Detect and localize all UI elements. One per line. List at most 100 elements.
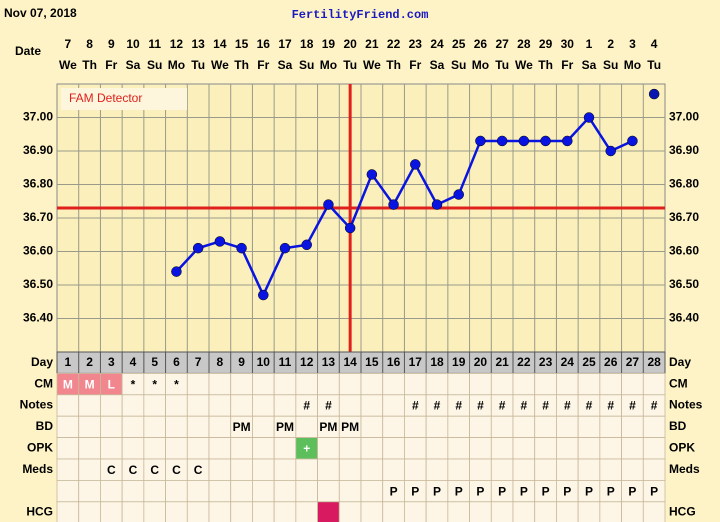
day-number: 20	[474, 355, 488, 369]
cell	[621, 372, 644, 396]
cell	[621, 415, 644, 439]
cell	[208, 479, 232, 503]
row-label-right: OPK	[669, 440, 695, 454]
cell	[512, 437, 536, 460]
cell	[599, 372, 622, 396]
annotation-box	[61, 88, 187, 110]
cell	[382, 394, 405, 417]
cell	[556, 415, 579, 439]
temp-point	[605, 145, 616, 157]
cell	[56, 394, 80, 417]
weekday-label: Mo	[320, 58, 337, 72]
cell	[404, 415, 427, 439]
cell-text: PM	[276, 420, 294, 434]
cell	[56, 458, 80, 481]
cell	[425, 501, 449, 522]
cell	[556, 458, 579, 481]
cell	[338, 458, 362, 481]
cell	[490, 501, 514, 522]
cell	[165, 394, 188, 417]
date-label: 15	[235, 37, 249, 51]
cell	[404, 437, 427, 460]
cell-text: C	[129, 463, 138, 477]
cell	[143, 479, 166, 503]
cell-text: P	[411, 484, 419, 498]
cell	[512, 415, 536, 439]
cell	[121, 415, 145, 439]
day-number: 27	[626, 355, 640, 369]
cell	[78, 458, 101, 481]
cell	[447, 458, 470, 481]
cell	[186, 501, 210, 522]
cell	[577, 415, 601, 439]
cell-text: #	[521, 399, 528, 413]
cell-text: #	[651, 399, 658, 413]
cell	[317, 372, 340, 396]
cell-text: #	[477, 399, 484, 413]
cell	[208, 437, 232, 460]
day-number: 10	[257, 355, 271, 369]
cell	[360, 372, 384, 396]
weekday-label: Fr	[257, 58, 269, 72]
cell	[490, 372, 514, 396]
day-number: 23	[539, 355, 553, 369]
cell	[621, 458, 644, 481]
cell	[338, 479, 362, 503]
cell	[143, 394, 166, 417]
weekday-label: Sa	[430, 58, 445, 72]
cell	[490, 415, 514, 439]
row-label: Meds	[22, 462, 53, 476]
day-number: 21	[495, 355, 509, 369]
weekday-label: Su	[451, 58, 466, 72]
cell	[273, 437, 297, 460]
cell	[186, 437, 210, 460]
temp-point	[540, 135, 551, 147]
y-tick-label: 36.70	[23, 210, 53, 224]
date-axis-label: Date	[15, 44, 41, 58]
cell	[599, 415, 622, 439]
cell	[404, 501, 427, 522]
cell	[556, 501, 579, 522]
cell	[534, 372, 557, 396]
cell	[425, 458, 449, 481]
row-label: BD	[36, 419, 54, 433]
weekday-label: Tu	[191, 58, 205, 72]
cell-text: PM	[233, 420, 251, 434]
cell	[100, 415, 123, 439]
date-label: 16	[257, 37, 271, 51]
date-label: 1	[586, 37, 593, 51]
y-tick-label-right: 36.60	[669, 244, 699, 258]
date-label: 27	[495, 37, 509, 51]
date-label: 25	[452, 37, 466, 51]
day-number: 9	[238, 355, 245, 369]
temp-point	[236, 242, 247, 254]
date-label: 2	[607, 37, 614, 51]
cell	[295, 479, 318, 503]
row-label-right: Meds	[669, 462, 700, 476]
temp-point	[258, 289, 269, 301]
day-number: 11	[279, 355, 292, 369]
cell-text: M	[63, 377, 73, 391]
cell	[100, 479, 123, 503]
cell	[382, 372, 405, 396]
day-number: 17	[409, 355, 423, 369]
day-number: 19	[452, 355, 466, 369]
row-label-right: CM	[669, 376, 688, 390]
cell	[512, 458, 536, 481]
cell	[642, 458, 666, 481]
cell	[100, 394, 123, 417]
y-tick-label-right: 36.70	[669, 210, 699, 224]
cell	[621, 501, 644, 522]
cell	[208, 394, 232, 417]
cell	[165, 437, 188, 460]
day-number: 5	[151, 355, 158, 369]
temp-point	[410, 159, 421, 170]
y-tick-label: 36.40	[23, 311, 53, 325]
cell	[165, 501, 188, 522]
row-label-right: Notes	[669, 398, 703, 412]
weekday-label: Su	[299, 58, 314, 72]
cell	[273, 394, 297, 417]
day-number: 22	[517, 355, 531, 369]
cell	[469, 372, 492, 396]
cell	[252, 415, 275, 439]
